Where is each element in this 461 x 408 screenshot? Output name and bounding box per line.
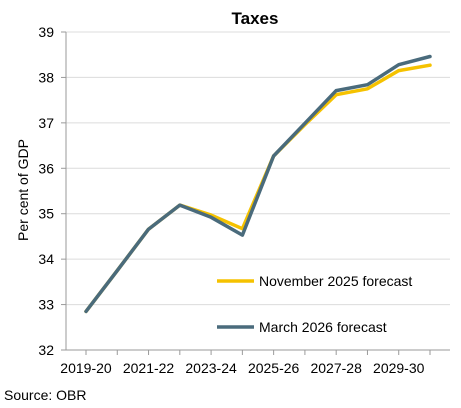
y-tick-label: 35 [38, 206, 54, 222]
x-tick-label: 2027-28 [310, 360, 362, 376]
y-tick-label: 36 [38, 160, 54, 176]
source-note: Source: OBR [4, 387, 86, 403]
y-tick-label: 38 [38, 69, 54, 85]
legend-label: November 2025 forecast [259, 273, 412, 289]
x-tick-label: 2019-20 [60, 360, 112, 376]
tick-labels: 32 33 34 35 36 37 38 39 2019-20 2021-22 2023-24 202… [38, 24, 424, 376]
gridlines [66, 31, 450, 306]
y-tick-label: 32 [38, 342, 54, 358]
x-tick-label: 2021-22 [123, 360, 175, 376]
series-line-march-2026 [84, 54, 432, 314]
y-tick-label: 39 [38, 24, 54, 40]
chart-title: Taxes [232, 9, 279, 28]
x-tick-label: 2023-24 [185, 360, 237, 376]
x-tick-label: 2029-30 [373, 360, 425, 376]
axes [61, 31, 450, 355]
y-tick-label: 34 [38, 251, 54, 267]
legend-label: March 2026 forecast [259, 319, 387, 335]
y-axis-title: Per cent of GDP [15, 139, 31, 241]
y-tick-label: 33 [38, 297, 54, 313]
y-tick-label: 37 [38, 115, 54, 131]
x-tick-label: 2025-26 [248, 360, 300, 376]
legend: November 2025 forecast March 2026 forecas… [217, 273, 412, 335]
series-lines [84, 54, 432, 314]
